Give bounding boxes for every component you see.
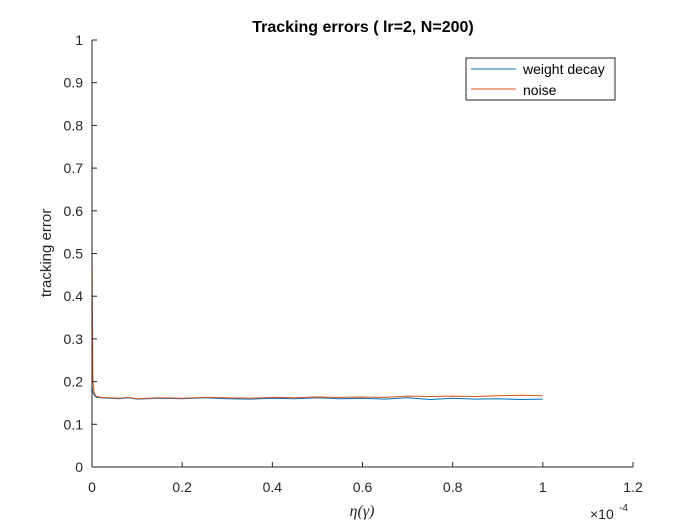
legend-box <box>465 57 616 101</box>
x-tick-label: 0 <box>88 479 96 495</box>
x-tick-label: 0.8 <box>443 479 463 495</box>
legend-entry-weight-decay: weight decay <box>522 61 605 77</box>
legend-entry-noise: noise <box>523 82 557 98</box>
y-tick-label: 0 <box>75 459 83 475</box>
x-tick-label: 0.2 <box>172 479 192 495</box>
y-tick-label: 0.2 <box>64 374 84 390</box>
y-tick-label: 1 <box>75 32 83 48</box>
x-tick-label: 1.2 <box>623 479 643 495</box>
x-axis-multiplier: ×10 -4 <box>590 503 628 522</box>
x-tick-label: 1 <box>539 479 547 495</box>
x-axis-label: η(γ) <box>350 503 375 520</box>
x-multiplier-base: ×10 <box>590 506 614 522</box>
x-tick-label: 0.4 <box>263 479 283 495</box>
y-tick-label: 0.8 <box>64 117 84 133</box>
axes-background <box>92 40 633 467</box>
chart-title: Tracking errors ( lr=2, N=200) <box>252 19 473 36</box>
series-line-noise <box>91 244 543 400</box>
y-tick-label: 0.6 <box>64 203 84 219</box>
x-axis-ticks: 0 0.2 0.4 0.6 0.8 1 1.2 <box>88 462 643 495</box>
y-tick-label: 0.3 <box>64 331 84 347</box>
series-layer <box>91 244 543 401</box>
x-tick-label: 0.6 <box>353 479 373 495</box>
y-tick-label: 0.1 <box>64 416 84 432</box>
y-tick-label: 0.5 <box>64 246 84 262</box>
y-axis-label: tracking error <box>38 209 55 297</box>
y-tick-label: 0.7 <box>64 160 84 176</box>
plot-area: 0 0.2 0.4 0.6 0.8 1 1.2 0 0.1 0.2 0.3 0.4 0.5 0.6 0.7… <box>64 32 643 495</box>
y-tick-label: 0.9 <box>64 75 84 91</box>
legend: weight decay noise <box>465 57 616 101</box>
x-multiplier-exponent: -4 <box>619 503 628 514</box>
y-tick-label: 0.4 <box>64 288 84 304</box>
y-axis-ticks: 0 0.1 0.2 0.3 0.4 0.5 0.6 0.7 0.8 0.9 1 <box>64 32 97 475</box>
